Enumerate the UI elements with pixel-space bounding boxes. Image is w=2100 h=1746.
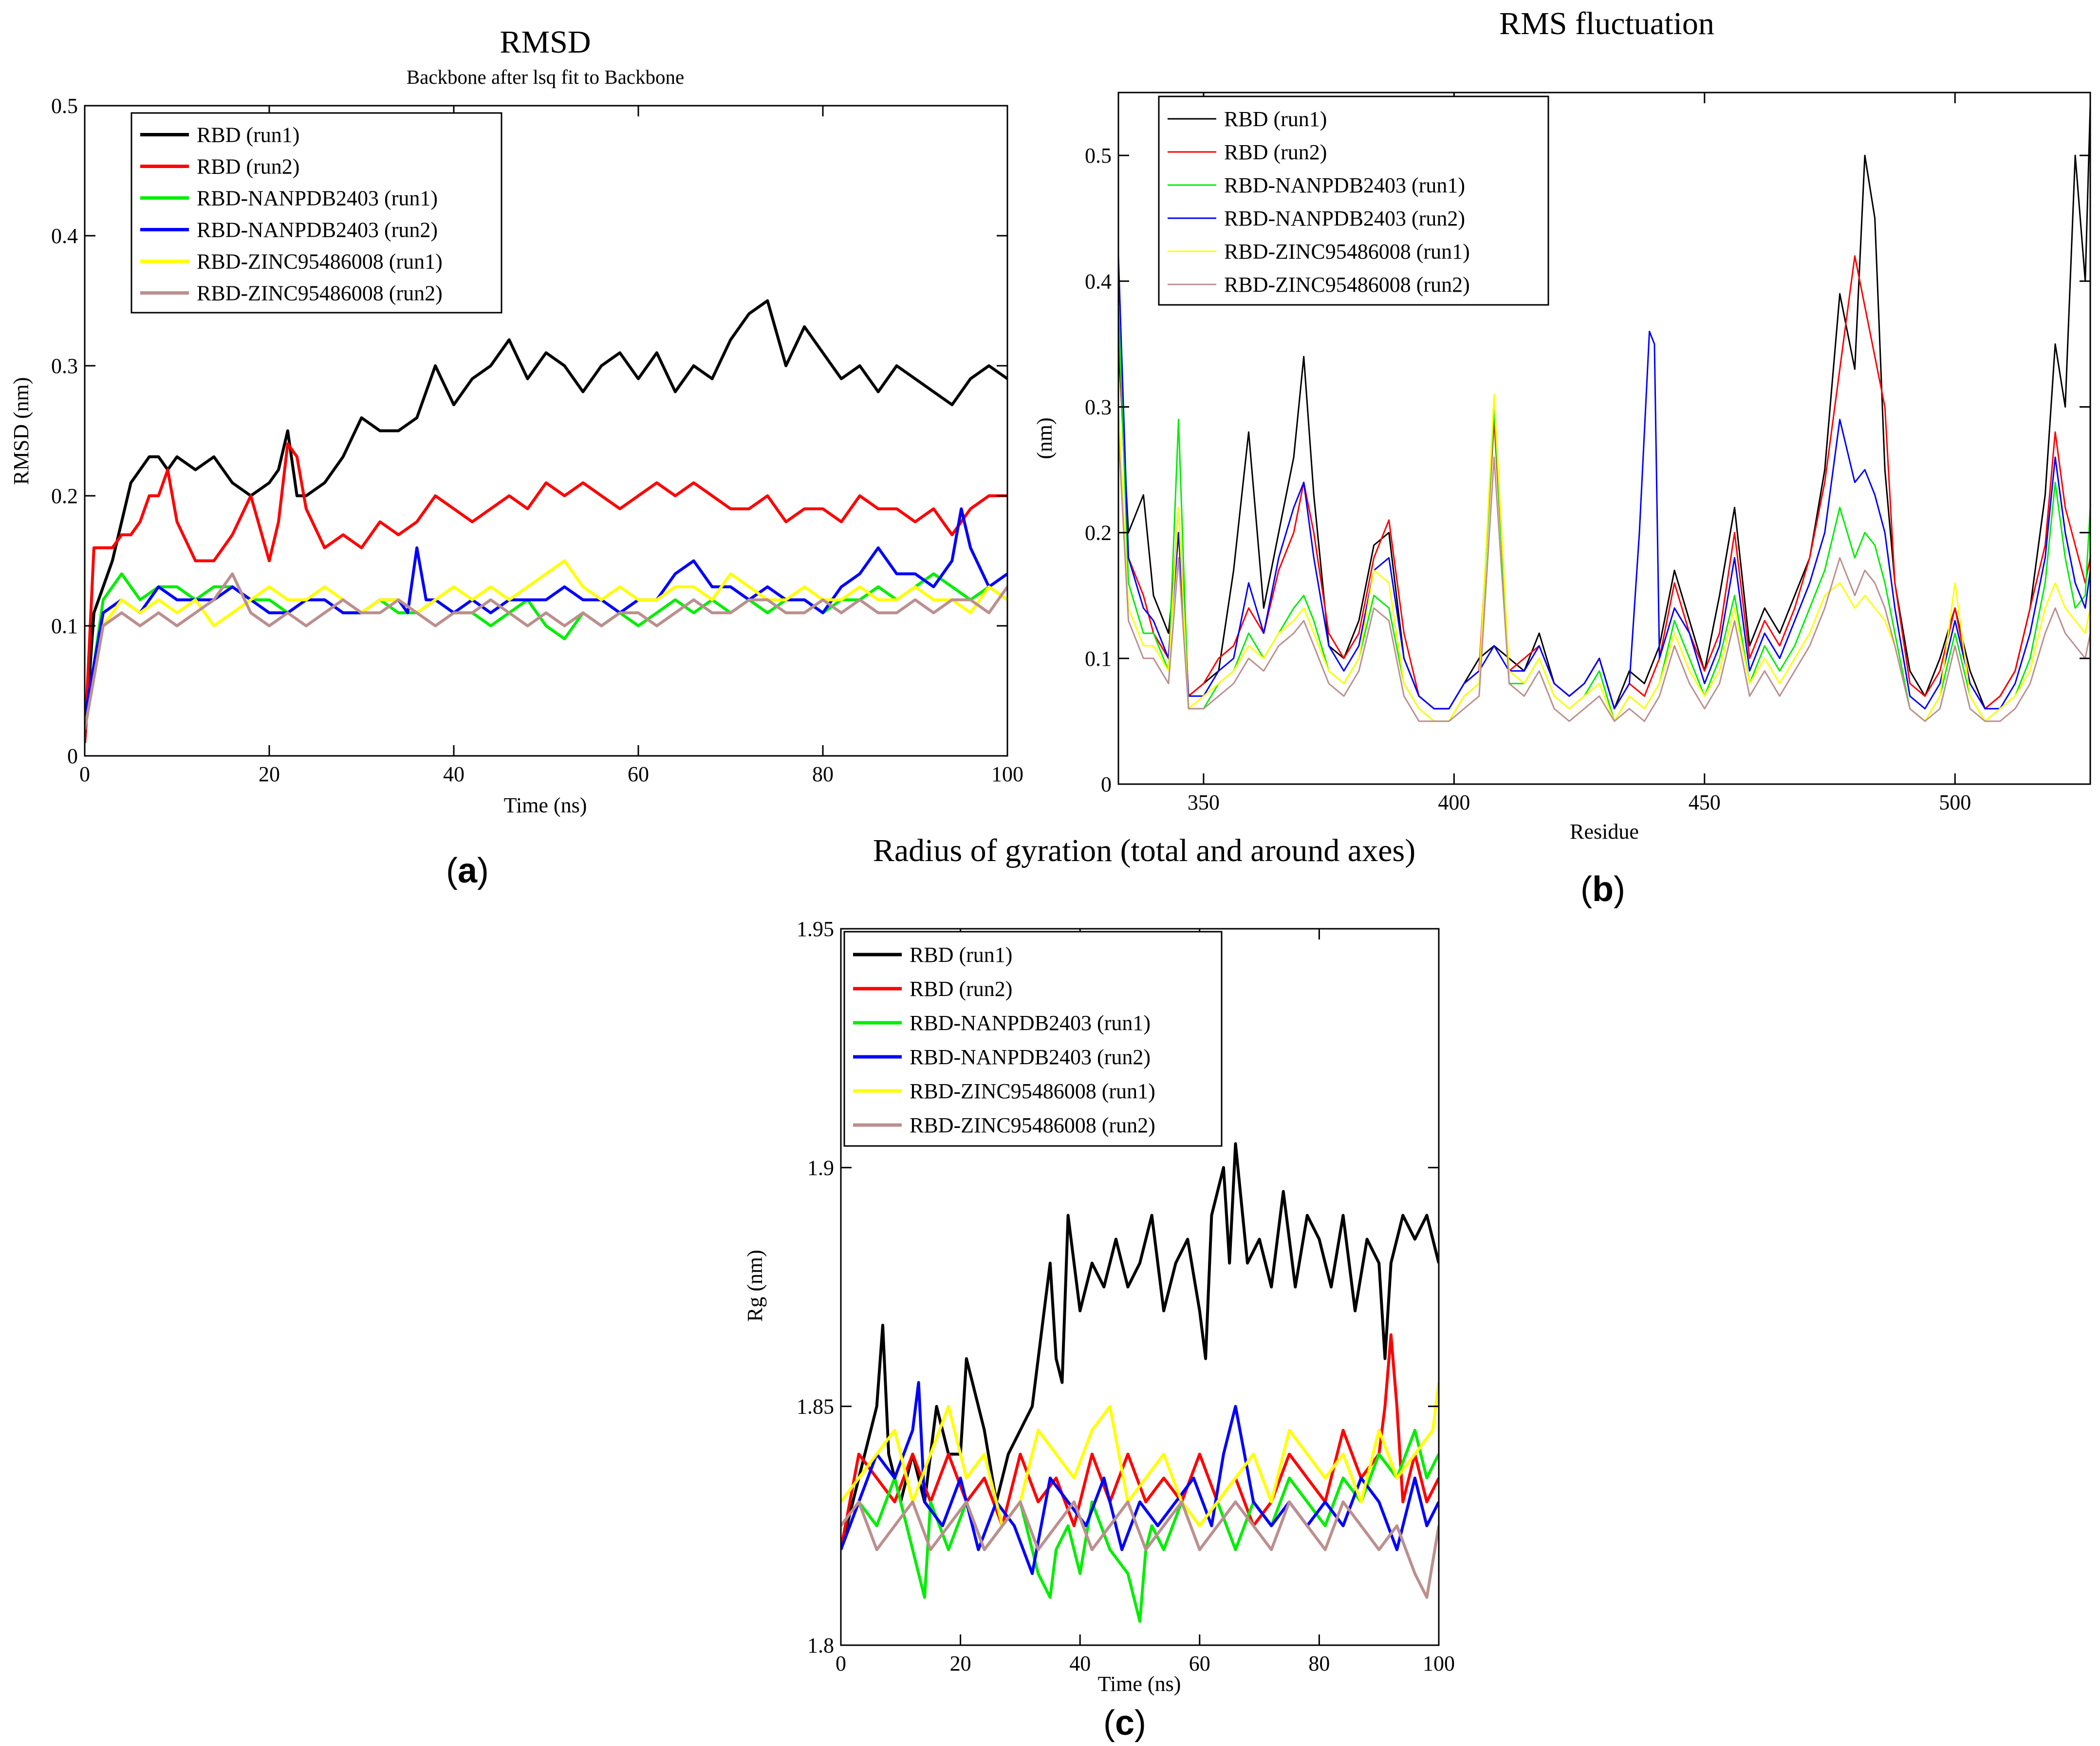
x-tick-label: 40: [1069, 1652, 1091, 1675]
y-tick-label: 0.2: [51, 484, 78, 508]
legend-label: RBD (run2): [910, 977, 1012, 1001]
legend-box: [130, 112, 502, 314]
legend-box: [843, 931, 1223, 1147]
legend-label: RBD-NANPDB2403 (run2): [910, 1045, 1151, 1069]
plot-frame: [840, 928, 1440, 1646]
x-tick-label: 20: [950, 1652, 971, 1675]
legend-label: RBD-ZINC95486008 (run1): [910, 1079, 1155, 1103]
legend-label: RBD-NANPDB2403 (run2): [197, 218, 438, 242]
y-tick-label: 1.95: [797, 917, 834, 941]
series-group: [1118, 105, 2090, 722]
x-tick-label: 500: [1939, 790, 1971, 814]
legend-label: RBD (run2): [1224, 140, 1327, 164]
chart-title: RMS fluctuation: [1499, 6, 1714, 41]
series-line-1: [841, 1142, 1439, 1550]
legend-label: RBD (run1): [1224, 107, 1327, 131]
x-tick-label: 450: [1689, 790, 1721, 814]
legend: RBD (run1) RBD (run2) RBD-NANPDB2403 (run1…: [1158, 95, 1549, 306]
chart-title: Radius of gyration (total and around axe…: [873, 833, 1415, 868]
legend-label: RBD-ZINC95486008 (run2): [1224, 273, 1470, 297]
series-line-5: [841, 1382, 1439, 1527]
series-line-2: [85, 442, 1007, 743]
legend-label: RBD (run2): [197, 155, 299, 179]
series-line-5: [85, 559, 1007, 731]
y-tick-label: 1.8: [807, 1633, 834, 1657]
x-tick-label: 40: [443, 762, 465, 786]
x-tick-label: 100: [1423, 1652, 1455, 1675]
y-tick-label: 0: [67, 744, 78, 768]
chart-panel-b: RMS fluctuation 350 400 450 500 0 0.1 0.2 0.3 0.4…: [1033, 6, 2091, 909]
series-line-3: [841, 1428, 1439, 1623]
series-line-3: [85, 572, 1007, 731]
x-tick-label: 0: [836, 1652, 846, 1675]
series-line-4: [841, 1381, 1439, 1575]
x-tick-label: 60: [1189, 1652, 1210, 1675]
y-tick-label: 0.3: [51, 354, 78, 378]
y-tick-label: 0.4: [1085, 269, 1112, 293]
y-tick-label: 1.9: [807, 1156, 834, 1180]
y-tick-label: 0.5: [1085, 144, 1112, 168]
x-tick-label: 350: [1188, 790, 1220, 814]
legend-box: [1158, 95, 1549, 306]
x-tick-label: 80: [812, 762, 834, 786]
series-line-6: [85, 572, 1007, 731]
y-axis-label: RMSD (nm): [9, 377, 33, 485]
panel-label: (a): [446, 851, 489, 890]
legend: RBD (run1) RBD (run2) RBD-NANPDB2403 (run1…: [130, 112, 502, 314]
panel-label: (b): [1580, 870, 1625, 909]
x-tick-label: 100: [991, 762, 1023, 786]
x-tick-label: 80: [1308, 1652, 1330, 1675]
chart-panel-c: Radius of gyration (total and around axe…: [743, 833, 1455, 1743]
plot-frame: [1117, 92, 2091, 785]
y-tick-label: 1.85: [797, 1395, 834, 1419]
y-tick-label: 0.5: [51, 94, 78, 118]
series-line-2: [841, 1333, 1439, 1550]
y-tick-label: 0.4: [51, 224, 78, 248]
legend-label: RBD-ZINC95486008 (run1): [197, 250, 443, 274]
chart-title: RMSD: [500, 24, 591, 60]
y-tick-label: 0: [1101, 772, 1112, 796]
y-axis-label: Rg (nm): [743, 1250, 767, 1322]
chart-panel-a: RMSD Backbone after lsq fit to Backbone 0 2…: [9, 24, 1023, 890]
series-line-4: [85, 507, 1007, 717]
legend: RBD (run1) RBD (run2) RBD-NANPDB2403 (run1…: [843, 931, 1223, 1147]
x-tick-label: 20: [259, 762, 280, 786]
x-tick-label: 0: [79, 762, 90, 786]
chart-subtitle: Backbone after lsq fit to Backbone: [407, 66, 684, 88]
x-tick-label: 60: [628, 762, 649, 786]
legend-label: RBD-NANPDB2403 (run1): [910, 1011, 1151, 1035]
series-line-6: [841, 1500, 1439, 1599]
series-line-5: [1118, 394, 2090, 722]
legend-label: RBD-NANPDB2403 (run1): [1224, 173, 1465, 197]
y-axis-label: (nm): [1033, 417, 1057, 459]
legend-label: RBD-ZINC95486008 (run1): [1224, 240, 1470, 263]
x-axis-label: Residue: [1570, 820, 1639, 844]
y-tick-label: 0.1: [1085, 647, 1112, 671]
y-tick-label: 0.2: [1085, 521, 1112, 545]
legend-label: RBD (run1): [910, 943, 1012, 967]
series-group: [85, 299, 1007, 743]
series-group: [841, 1142, 1439, 1623]
x-tick-label: 400: [1438, 790, 1470, 814]
panel-label: (c): [1103, 1704, 1146, 1743]
legend-label: RBD-NANPDB2403 (run1): [197, 187, 438, 210]
legend-label: RBD-ZINC95486008 (run2): [910, 1113, 1155, 1137]
x-axis-label: Time (ns): [504, 793, 587, 817]
series-line-4: [1118, 256, 2090, 710]
legend-label: RBD-ZINC95486008 (run2): [197, 282, 443, 305]
y-tick-label: 0.3: [1085, 395, 1112, 419]
legend-label: RBD (run1): [197, 123, 299, 147]
series-line-6: [1118, 432, 2090, 722]
legend-label: RBD-NANPDB2403 (run2): [1224, 207, 1465, 230]
y-tick-label: 0.1: [51, 614, 78, 638]
series-line-1: [85, 299, 1007, 743]
x-axis-label: Time (ns): [1098, 1672, 1181, 1696]
plot-frame: [84, 105, 1008, 757]
